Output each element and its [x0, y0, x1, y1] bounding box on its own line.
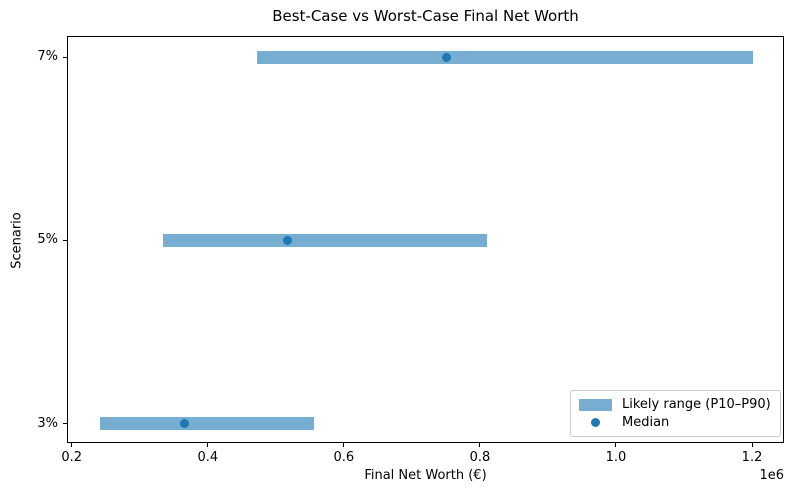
x-axis-tick-label: 0.6	[333, 450, 355, 465]
y-axis-tick-label: 5%	[37, 232, 58, 248]
range-swatch-icon	[579, 398, 612, 411]
legend: Likely range (P10–P90) Median	[570, 390, 781, 437]
likely-range-bar	[99, 417, 314, 430]
x-axis-tick	[71, 443, 73, 447]
median-dot	[442, 52, 452, 62]
likely-range-bar	[162, 233, 488, 247]
likely-range-bar	[256, 50, 753, 64]
x-axis-tick-label: 0.8	[469, 450, 491, 465]
x-axis-tick-label: 0.4	[197, 450, 219, 465]
x-axis-tick	[479, 443, 481, 447]
y-axis-tick	[63, 423, 67, 424]
legend-item-range: Likely range (P10–P90)	[579, 396, 772, 414]
x-axis-label: Final Net Worth (€)	[364, 468, 487, 483]
x-axis-tick	[207, 443, 209, 447]
y-axis-tick	[63, 239, 67, 241]
y-axis-label: Scenario	[9, 212, 25, 269]
y-axis-tick	[63, 56, 67, 58]
x-axis-tick-label: 1.2	[741, 450, 763, 465]
x-axis-offset-label: 1e6	[759, 468, 784, 483]
x-axis-tick	[343, 443, 345, 447]
legend-label-median: Median	[622, 414, 670, 430]
y-axis-tick-label: 3%	[37, 415, 58, 431]
legend-item-median: Median	[579, 414, 772, 432]
x-axis-tick-label: 1.0	[605, 450, 627, 465]
plot-area	[67, 36, 784, 443]
median-marker-icon	[579, 416, 612, 428]
x-axis-tick-label: 0.2	[61, 450, 83, 465]
chart-title: Best-Case vs Worst-Case Final Net Worth	[272, 7, 579, 25]
legend-label-range: Likely range (P10–P90)	[622, 397, 771, 413]
x-axis-tick	[615, 443, 617, 447]
median-dot	[282, 235, 292, 245]
x-axis-tick	[751, 443, 753, 447]
median-dot	[180, 419, 190, 428]
y-axis-tick-label: 7%	[37, 49, 58, 64]
